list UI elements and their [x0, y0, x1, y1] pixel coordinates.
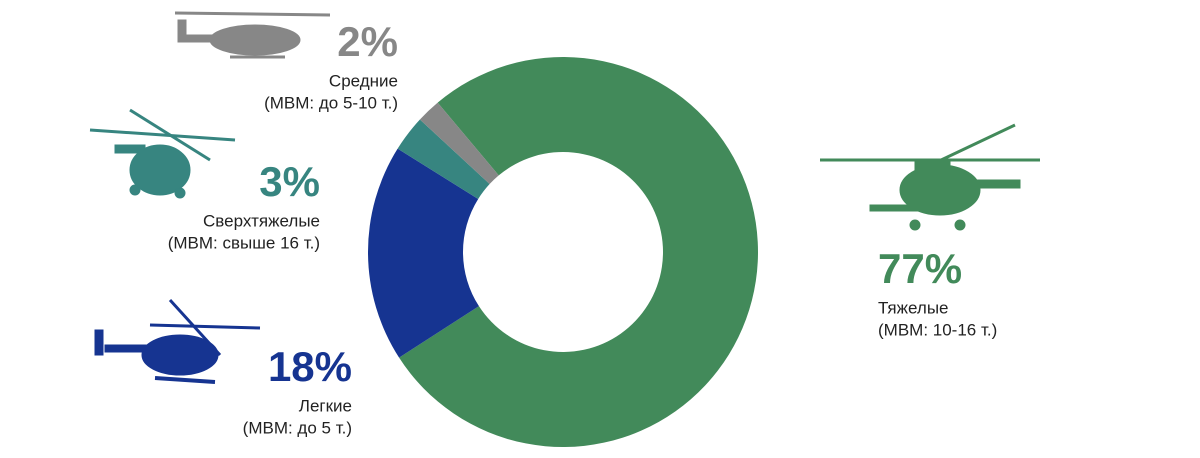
helicopter-icon	[820, 123, 1040, 231]
category-sublabel: (МВМ: до 5-10 т.)	[264, 93, 398, 112]
category-sublabel: (МВМ: 10-16 т.)	[878, 320, 997, 339]
value-label: 2%	[337, 18, 398, 65]
category-sublabel: (МВМ: свыше 16 т.)	[168, 233, 320, 252]
donut-slice	[399, 56, 759, 448]
value-label: 3%	[259, 158, 320, 205]
donut-slice	[367, 148, 479, 358]
category-label: Сверхтяжелые	[203, 211, 320, 230]
donut-slice	[397, 119, 490, 200]
category-sublabel: (МВМ: до 5 т.)	[243, 418, 352, 437]
helicopter-icon	[174, 11, 331, 59]
value-label: 18%	[268, 343, 352, 390]
donut-slice	[419, 102, 499, 185]
category-label: Легкие	[299, 396, 352, 415]
category-label: Тяжелые	[878, 298, 949, 317]
helicopter-icon	[89, 108, 236, 199]
helicopter-icon	[94, 298, 261, 384]
category-label: Средние	[329, 71, 398, 90]
value-label: 77%	[878, 245, 962, 292]
